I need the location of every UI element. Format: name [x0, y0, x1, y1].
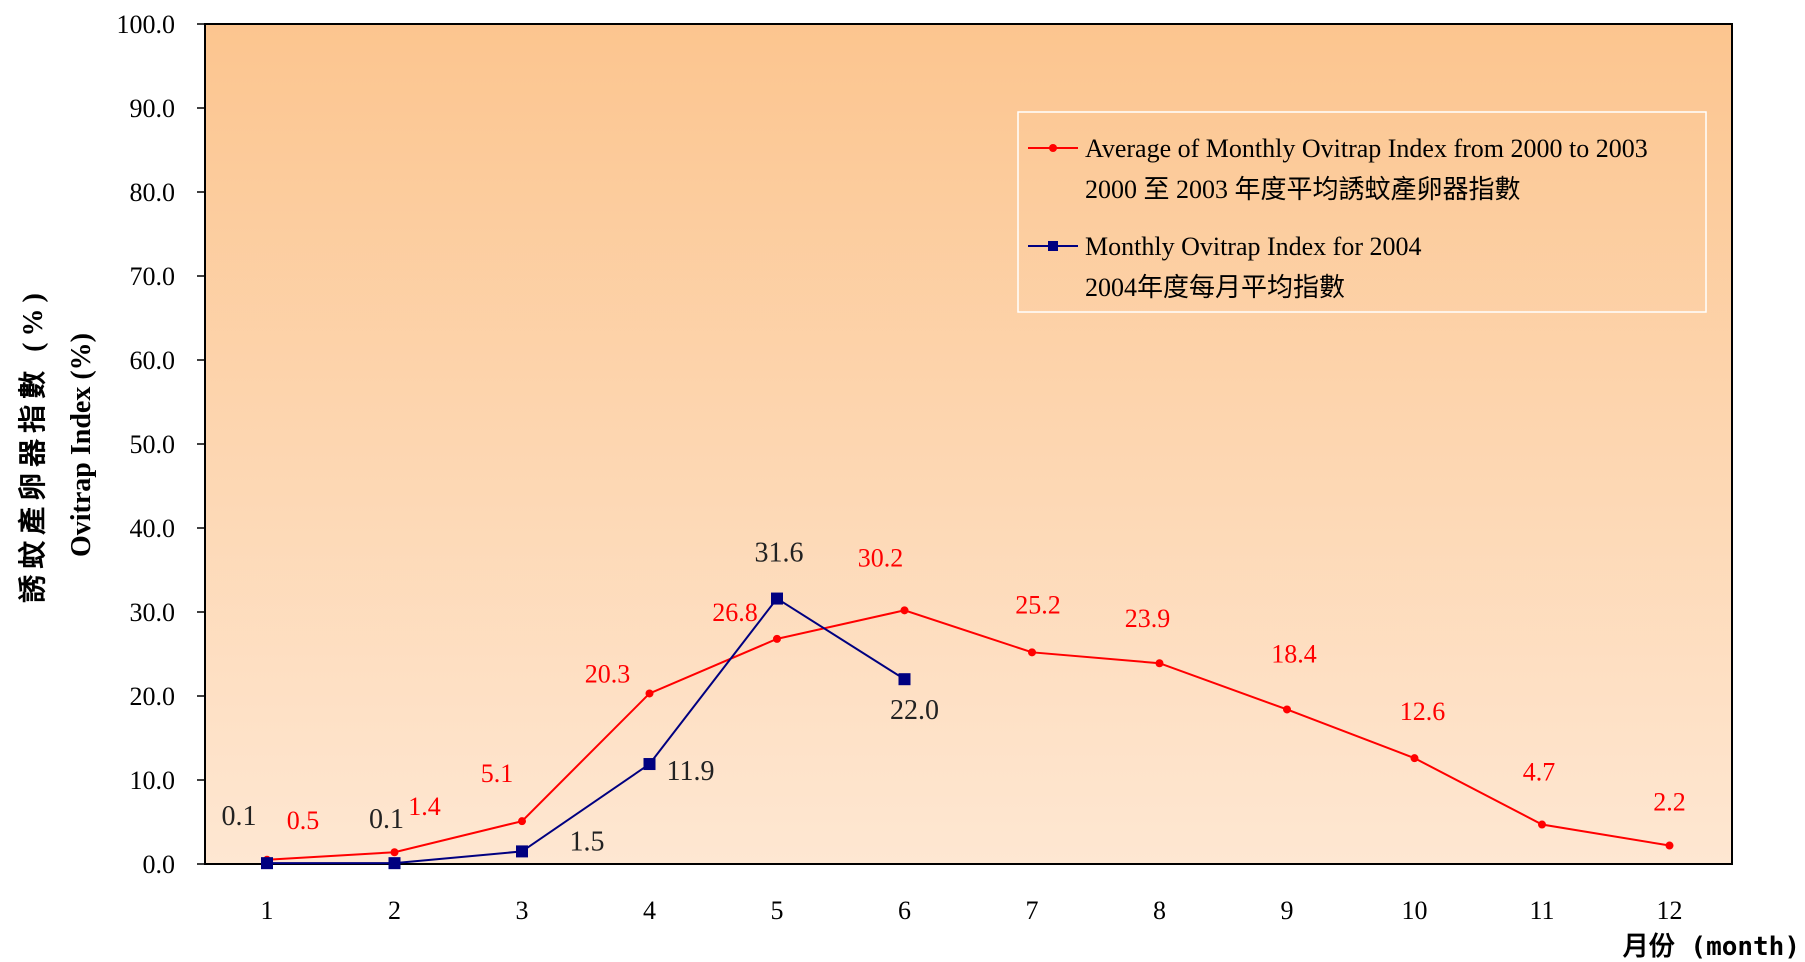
series-layer — [261, 592, 1674, 870]
y-axis-title-en: Ovitrap Index (%) — [66, 333, 97, 557]
data-label-series-2: 31.6 — [755, 538, 804, 569]
data-label-series-1: 2.2 — [1653, 788, 1686, 817]
data-label-series-2: 1.5 — [570, 826, 605, 857]
series-line-2 — [267, 597, 906, 865]
data-point-series-2 — [261, 857, 273, 870]
y-tick-label: 30.0 — [130, 598, 176, 627]
data-point-series-1 — [1155, 659, 1164, 668]
series-line-1 — [266, 609, 1670, 861]
y-tick-label: 50.0 — [130, 430, 176, 459]
y-tick-label: 40.0 — [130, 514, 176, 543]
y-axis-title-zh: 誘蚊產卵器指數 (%) — [16, 287, 49, 603]
data-point-series-1 — [773, 634, 781, 643]
x-axis-ticks: 1 2 3 4 5 6 7 8 9 10 11 12 — [261, 896, 1683, 925]
data-label-series-1: 25.2 — [1015, 590, 1061, 619]
data-label-series-1: 4.7 — [1523, 758, 1556, 787]
data-label-series-1: 20.3 — [585, 659, 631, 688]
data-label-series-1: 30.2 — [858, 543, 904, 572]
x-tick-label: 5 — [771, 896, 784, 925]
plot-area — [204, 23, 1733, 865]
data-point-series-1 — [645, 689, 654, 698]
legend-label-series-1-zh: 2000 至 2003 年度平均誘蚊產卵器指數 — [1085, 175, 1521, 204]
legend: Average of Monthly Ovitrap Index from 20… — [1017, 111, 1707, 313]
data-point-series-1 — [1410, 754, 1419, 763]
data-label-series-1: 1.4 — [408, 792, 441, 821]
data-labels: 0.5 1.4 5.1 20.3 26.8 30.2 25.2 23.9 18.4 12.6 4.7… — [222, 538, 1686, 858]
y-tick-label: 70.0 — [130, 262, 176, 291]
legend-marker-series-2 — [1048, 241, 1058, 251]
data-point-series-1 — [1538, 820, 1546, 829]
data-point-series-2 — [771, 592, 783, 605]
y-tick-label: 100.0 — [117, 10, 176, 39]
x-tick-label: 8 — [1153, 896, 1166, 925]
data-point-series-2 — [898, 673, 911, 686]
x-tick-label: 3 — [516, 896, 529, 925]
y-tick-label: 80.0 — [130, 178, 176, 207]
y-tick-label: 60.0 — [130, 346, 176, 375]
y-axis-ticks: 0.0 10.0 20.0 30.0 40.0 50.0 60.0 70.0 80.0 90.0 1… — [117, 10, 205, 879]
data-label-series-1: 12.6 — [1400, 697, 1446, 726]
data-point-series-1 — [390, 848, 399, 857]
x-tick-label: 11 — [1529, 896, 1554, 925]
data-label-series-2: 0.1 — [222, 801, 257, 832]
x-tick-label: 7 — [1026, 896, 1039, 925]
data-label-series-1: 26.8 — [712, 598, 758, 627]
data-label-series-2: 0.1 — [369, 804, 404, 835]
data-point-series-1 — [1665, 841, 1674, 850]
x-tick-label: 9 — [1281, 896, 1294, 925]
x-tick-label: 10 — [1402, 896, 1428, 925]
data-label-series-1: 5.1 — [481, 759, 514, 788]
legend-box — [1017, 111, 1707, 313]
y-tick-label: 90.0 — [130, 94, 176, 123]
data-label-series-2: 11.9 — [667, 756, 715, 787]
x-tick-label: 4 — [643, 896, 656, 925]
data-point-series-1 — [518, 817, 526, 826]
legend-label-series-2: Monthly Ovitrap Index for 2004 — [1085, 232, 1422, 261]
data-point-series-2 — [643, 758, 656, 771]
legend-marker-series-1 — [1049, 144, 1057, 152]
x-tick-label: 2 — [388, 896, 401, 925]
data-point-series-2 — [388, 857, 401, 870]
legend-label-series-1: Average of Monthly Ovitrap Index from 20… — [1085, 134, 1648, 163]
data-point-series-1 — [900, 606, 909, 615]
x-tick-label: 12 — [1657, 896, 1683, 925]
y-tick-label: 10.0 — [130, 766, 176, 795]
data-label-series-1: 18.4 — [1271, 639, 1317, 668]
x-tick-label: 1 — [261, 896, 274, 925]
data-point-series-1 — [1283, 705, 1291, 714]
data-label-series-2: 22.0 — [890, 695, 939, 726]
data-point-series-1 — [1028, 648, 1036, 657]
x-axis-title: 月份 (month) — [1622, 932, 1800, 962]
legend-label-series-2-zh: 2004年度每月平均指數 — [1085, 273, 1345, 302]
y-tick-label: 20.0 — [130, 682, 176, 711]
data-label-series-1: 0.5 — [287, 806, 320, 835]
data-point-series-2 — [516, 845, 528, 858]
x-tick-label: 6 — [898, 896, 911, 925]
y-tick-label: 0.0 — [143, 850, 176, 879]
data-label-series-1: 23.9 — [1125, 604, 1171, 633]
